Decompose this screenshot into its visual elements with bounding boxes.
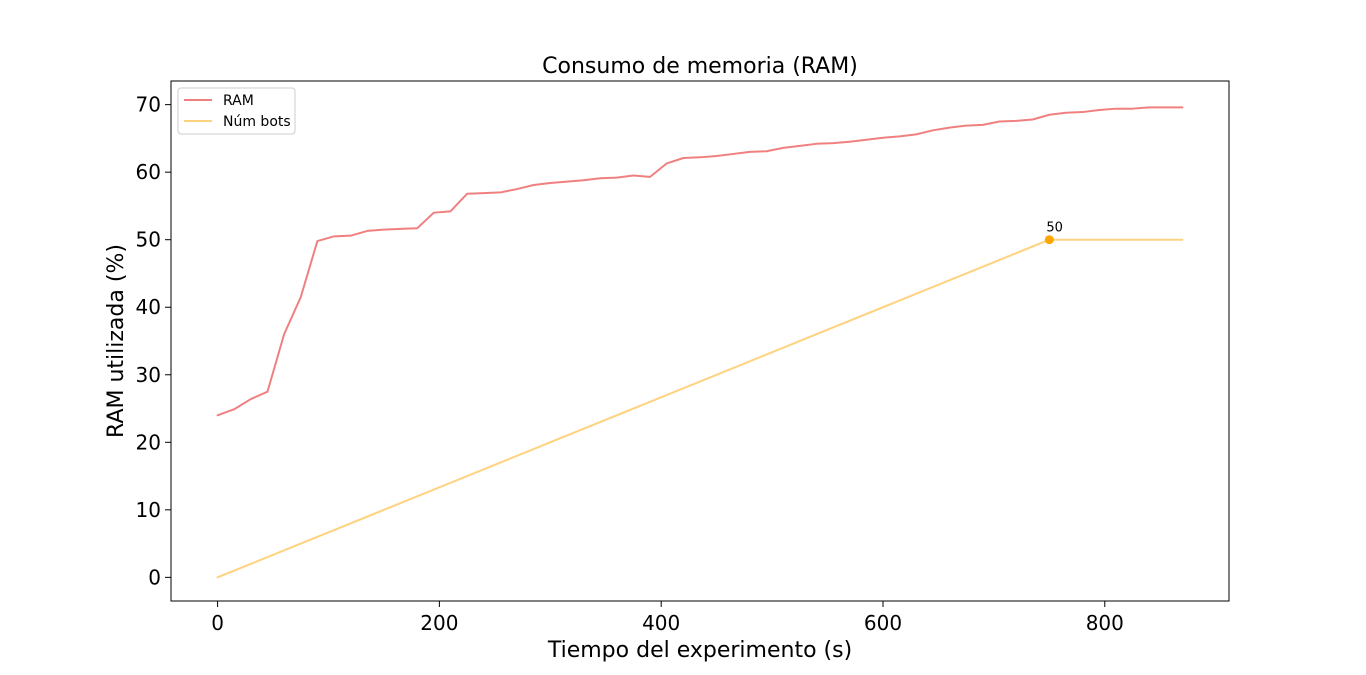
x-axis: 0 200 400 600 800 <box>211 601 1124 635</box>
legend: RAM Núm bots <box>177 87 296 135</box>
y-tick-label-7: 70 <box>136 93 161 117</box>
series-line-0 <box>216 106 1184 417</box>
x-axis-label: Tiempo del experimento (s) <box>547 638 852 663</box>
x-tick-label-2: 400 <box>642 611 680 635</box>
y-tick-label-5: 50 <box>136 228 161 252</box>
legend-entry-1: Núm bots <box>223 114 291 130</box>
y-tick-label-1: 10 <box>136 498 161 522</box>
plot-area: 50 <box>216 106 1184 579</box>
legend-entry-0: RAM <box>223 93 254 109</box>
plot-frame <box>170 80 1230 602</box>
y-axis: 0 10 20 30 40 50 60 70 <box>136 93 171 589</box>
y-tick-label-2: 20 <box>136 430 161 454</box>
annotation-point-0 <box>1044 235 1054 245</box>
x-tick-label-0: 0 <box>211 611 224 635</box>
y-tick-label-0: 0 <box>148 565 161 589</box>
annotation-label-0: 50 <box>1046 221 1063 236</box>
y-tick-label-3: 30 <box>136 363 161 387</box>
y-tick-label-6: 60 <box>136 160 161 184</box>
y-axis-label: RAM utilizada (%) <box>104 244 129 438</box>
chart-title: Consumo de memoria (RAM) <box>542 54 858 79</box>
x-tick-label-1: 200 <box>420 611 458 635</box>
x-tick-label-4: 800 <box>1086 611 1124 635</box>
y-tick-label-4: 40 <box>136 295 161 319</box>
x-tick-label-3: 600 <box>864 611 902 635</box>
